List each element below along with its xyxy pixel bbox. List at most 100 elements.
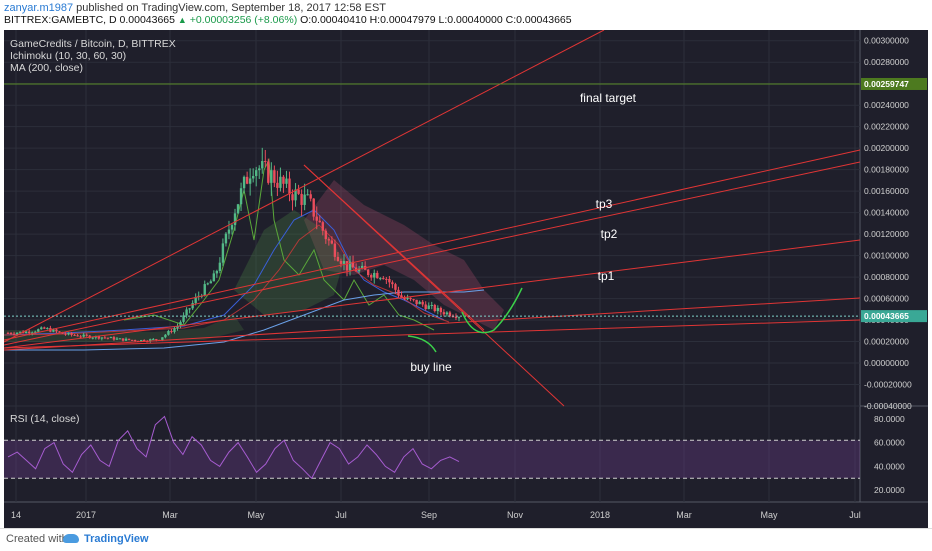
candle-body	[12, 333, 16, 335]
candle-body	[427, 305, 430, 309]
candle-body	[264, 161, 267, 163]
trend-line	[4, 149, 861, 341]
candle-body	[106, 337, 110, 339]
candle-body	[421, 301, 424, 305]
x-tick-label: 14	[11, 510, 21, 520]
candle-body	[397, 289, 400, 296]
candle-body	[206, 283, 209, 285]
candle-body	[9, 332, 13, 334]
candle-body	[442, 312, 446, 315]
candle-body	[433, 305, 436, 312]
candle-body	[118, 338, 122, 340]
buy-line-curve	[407, 335, 437, 353]
created-with-label: Created with	[6, 533, 68, 545]
candle-body	[64, 333, 67, 335]
candle-body	[182, 315, 185, 322]
rsi-tick-label: 80.0000	[874, 414, 905, 424]
candle-body	[100, 337, 104, 339]
trend-line	[4, 319, 861, 349]
candle-body	[115, 338, 119, 340]
y-tick-label: 0.00160000	[864, 186, 909, 196]
candle-body	[73, 334, 76, 336]
candle-body	[348, 261, 352, 271]
candle-body	[448, 312, 452, 317]
y-tick-label: 0.00000000	[864, 358, 909, 368]
annotation-text: tp2	[601, 227, 618, 241]
candle-body	[382, 278, 385, 280]
candle-body	[67, 332, 70, 335]
y-tick-label: 0.00180000	[864, 165, 909, 175]
trend-line	[4, 161, 861, 346]
candle-body	[388, 279, 391, 283]
candle-body	[149, 339, 152, 342]
candle-body	[152, 339, 155, 341]
annotation-text: buy line	[410, 360, 452, 374]
rsi-tick-label: 20.0000	[874, 485, 905, 495]
candle-body	[379, 278, 382, 280]
publish-line: zanyar.m1987 published on TradingView.co…	[4, 2, 386, 14]
x-tick-label: 2018	[590, 510, 610, 520]
candle-body	[164, 334, 167, 338]
candle-body	[58, 331, 61, 333]
rsi-band-fill	[4, 440, 860, 479]
candle-body	[194, 297, 197, 304]
trend-line	[4, 30, 605, 343]
y-tick-label: 0.00120000	[864, 229, 909, 239]
last-price: 0.00043665	[119, 14, 175, 26]
chart-area[interactable]: 14 2017 Mar May Jul Sep Nov 2018 Mar May Jul 0.0030…	[4, 30, 928, 528]
candle-body	[127, 338, 131, 340]
target-price-tag	[861, 77, 927, 90]
candle-body	[294, 189, 297, 201]
candle-body	[418, 301, 421, 305]
y-tick-label: -0.00020000	[864, 380, 912, 390]
candle-body	[40, 327, 43, 330]
candle-body	[85, 334, 88, 336]
candle-body	[258, 168, 261, 171]
y-tick-label: 0.00280000	[864, 57, 909, 67]
lagging-span	[123, 158, 435, 331]
y-tick-label: 0.00100000	[864, 251, 909, 261]
candle-body	[55, 329, 58, 332]
candle-body	[76, 335, 79, 337]
author-link[interactable]: zanyar.m1987	[4, 2, 74, 14]
candle-body	[143, 340, 146, 342]
ohlc-values: O:0.00040410 H:0.00047979 L:0.00040000 C…	[300, 14, 572, 26]
candle-body	[227, 229, 231, 234]
candle-body	[233, 213, 237, 226]
candle-body	[306, 194, 309, 196]
candle-body	[170, 330, 173, 332]
candle-body	[82, 334, 85, 337]
candle-body	[424, 304, 427, 309]
candle-body	[303, 194, 306, 205]
candle-body	[191, 303, 194, 309]
candle-body	[103, 337, 107, 339]
candle-body	[155, 339, 158, 341]
candle-body	[285, 178, 288, 184]
footer: Created with TradingView	[0, 528, 932, 551]
tradingview-link[interactable]: TradingView	[84, 533, 149, 545]
publish-header: zanyar.m1987 published on TradingView.co…	[0, 0, 932, 28]
candle-body	[270, 170, 273, 183]
rsi-tick-label: 60.0000	[874, 438, 905, 448]
candle-body	[261, 161, 264, 169]
projection-curve	[461, 287, 523, 334]
candle-body	[336, 256, 340, 261]
candle-body	[324, 230, 328, 240]
candle-body	[37, 329, 40, 332]
candle-body	[330, 240, 334, 244]
candle-body	[31, 332, 34, 334]
candle-body	[46, 328, 49, 330]
candle-body	[291, 194, 294, 201]
candle-body	[221, 243, 225, 263]
candle-body	[412, 299, 415, 301]
last-price-label: 0.00043665	[864, 311, 909, 321]
candle-body	[318, 220, 321, 223]
candle-body	[34, 331, 37, 333]
candle-body	[24, 331, 28, 334]
candle-body	[109, 337, 113, 339]
y-tick-label: 0.00200000	[864, 143, 909, 153]
candle-body	[345, 261, 349, 271]
x-tick-label: Mar	[162, 510, 178, 520]
y-tick-label: 0.00080000	[864, 272, 909, 282]
candle-body	[282, 176, 285, 184]
